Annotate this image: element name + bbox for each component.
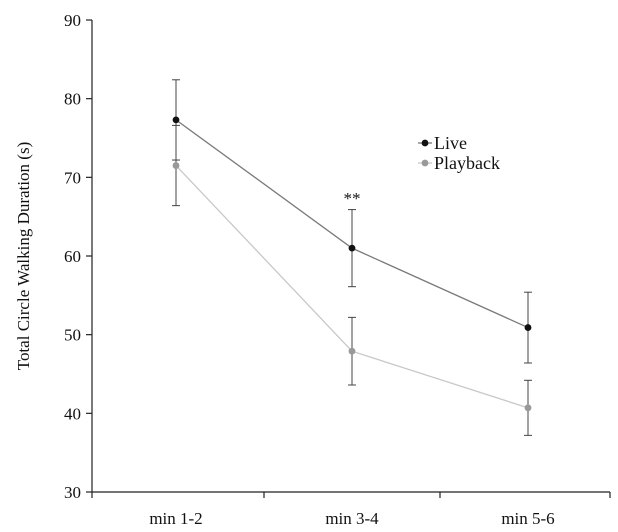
axes (91, 20, 610, 493)
y-tick-label: 70 (64, 168, 81, 187)
data-point (524, 404, 532, 412)
y-tick-label: 30 (64, 483, 81, 502)
legend-label: Live (434, 133, 467, 153)
data-point (172, 162, 180, 169)
data-point (348, 347, 356, 355)
legend-item-playback: Playback (418, 153, 500, 173)
x-tick-label: min 3-4 (325, 509, 379, 528)
series-group (172, 79, 532, 436)
y-tick-label: 90 (64, 11, 81, 30)
y-tick-label: 60 (64, 247, 81, 266)
y-tick-label: 50 (64, 326, 81, 345)
tick-group: 30 40 50 60 70 80 90 min 1-2 min 3-4 min 5-6 (64, 11, 611, 528)
data-point (348, 244, 356, 252)
x-tick-label: min 1-2 (149, 509, 202, 528)
legend-marker (421, 159, 429, 167)
data-point (524, 324, 532, 331)
legend-label: Playback (434, 153, 500, 173)
legend-item-live: Live (418, 133, 467, 153)
y-axis-label: Total Circle Walking Duration (s) (14, 142, 33, 370)
significance-marker: ** (344, 189, 361, 208)
x-tick-label: min 5-6 (501, 509, 554, 528)
legend-marker (421, 139, 429, 147)
annotation-group: ** (344, 189, 361, 208)
series-playback (172, 124, 532, 436)
y-tick-label: 80 (64, 90, 81, 109)
data-point (172, 116, 180, 124)
y-tick-label: 40 (64, 404, 81, 423)
